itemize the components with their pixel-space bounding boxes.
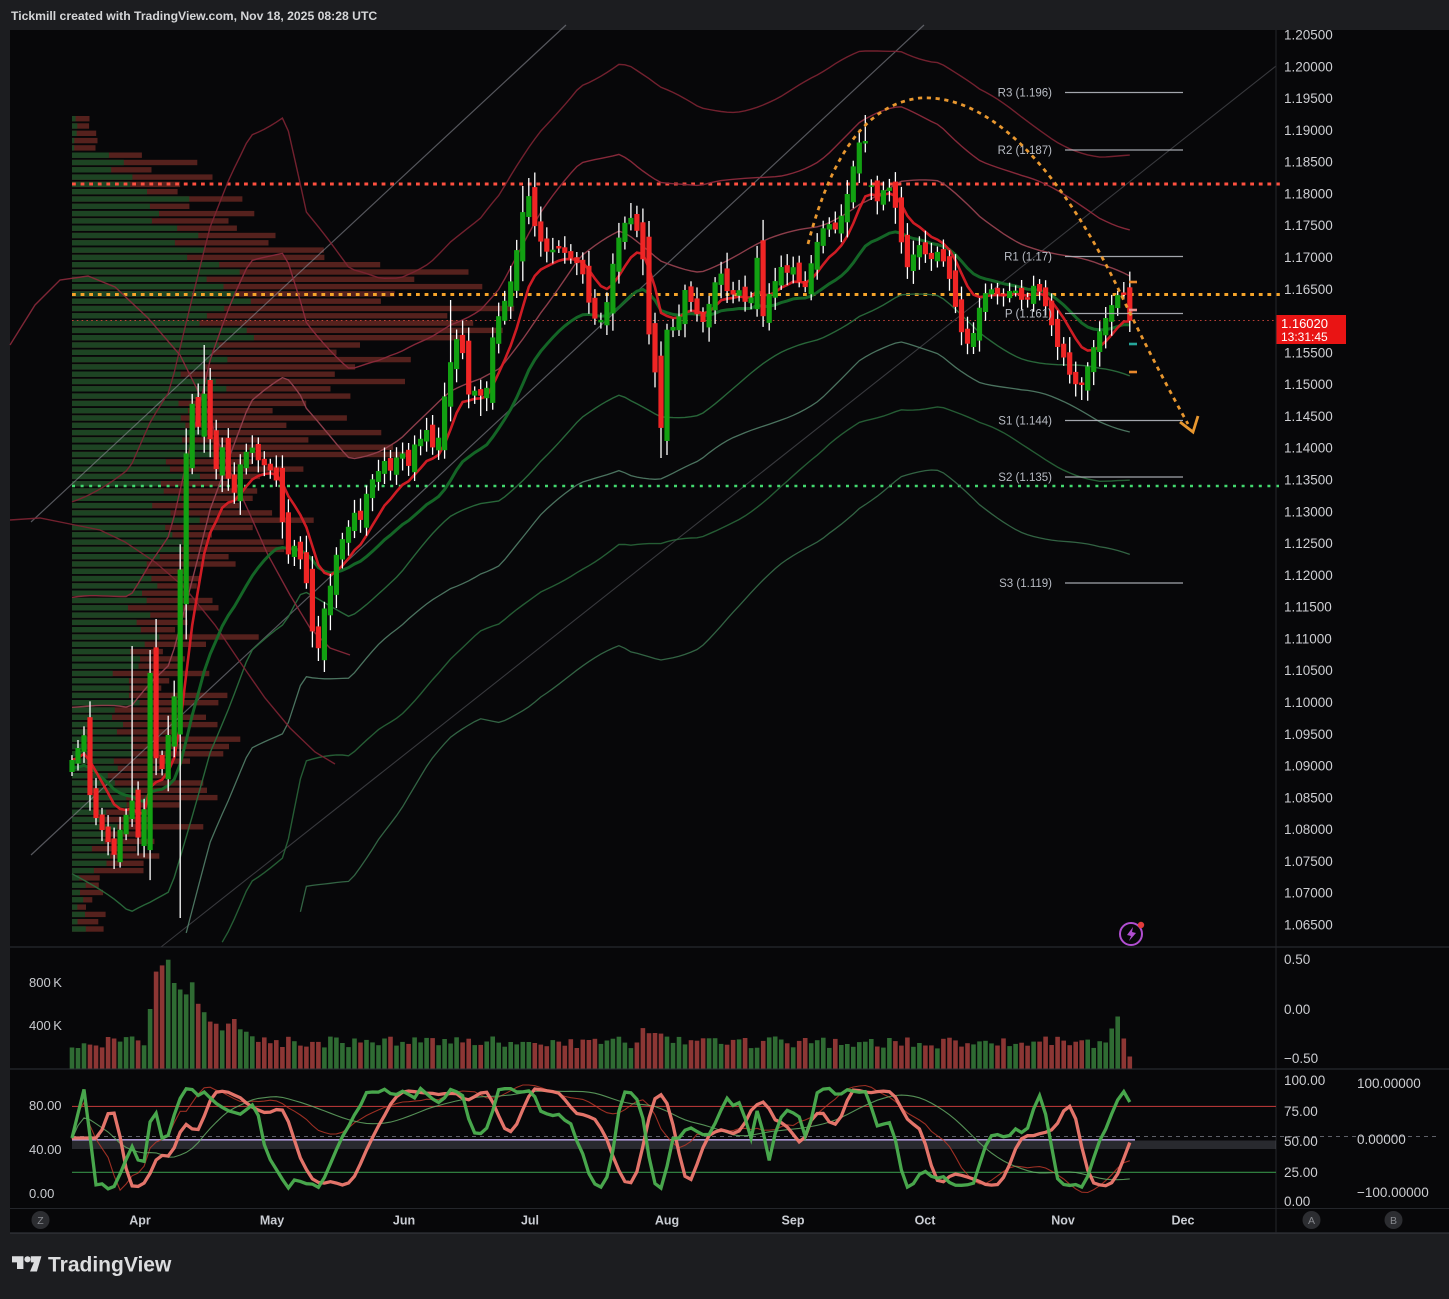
svg-text:1.15000: 1.15000 <box>1284 377 1333 392</box>
svg-text:S2 (1.135): S2 (1.135) <box>998 472 1052 484</box>
svg-text:−100.00000: −100.00000 <box>1357 1185 1429 1200</box>
svg-text:1.18500: 1.18500 <box>1284 155 1333 170</box>
svg-text:1.08500: 1.08500 <box>1284 790 1333 805</box>
svg-text:R3 (1.196): R3 (1.196) <box>998 88 1053 100</box>
svg-text:1.15500: 1.15500 <box>1284 345 1333 360</box>
svg-text:1.07000: 1.07000 <box>1284 886 1333 901</box>
svg-text:1.13000: 1.13000 <box>1284 504 1333 519</box>
svg-text:Tickmill created with TradingV: Tickmill created with TradingView.com, N… <box>11 9 377 23</box>
svg-text:S3 (1.119): S3 (1.119) <box>999 578 1052 590</box>
svg-text:1.12500: 1.12500 <box>1284 536 1333 551</box>
svg-text:R2 (1.187): R2 (1.187) <box>998 145 1053 157</box>
svg-text:TradingView: TradingView <box>48 1254 172 1277</box>
svg-text:1.10000: 1.10000 <box>1284 695 1333 710</box>
svg-text:1.18000: 1.18000 <box>1284 186 1333 201</box>
svg-text:1.07500: 1.07500 <box>1284 854 1333 869</box>
svg-text:50.00: 50.00 <box>1284 1134 1318 1149</box>
svg-text:1.11500: 1.11500 <box>1284 600 1332 615</box>
svg-text:1.16020: 1.16020 <box>1281 316 1328 331</box>
svg-text:Z: Z <box>37 1215 44 1227</box>
svg-text:A: A <box>1308 1215 1315 1227</box>
svg-text:25.00: 25.00 <box>1284 1165 1318 1180</box>
svg-text:P (1.161): P (1.161) <box>1005 309 1052 321</box>
svg-text:1.09500: 1.09500 <box>1284 727 1333 742</box>
svg-text:400 K: 400 K <box>29 1018 62 1033</box>
svg-text:1.10500: 1.10500 <box>1284 663 1333 678</box>
svg-text:Aug: Aug <box>655 1214 679 1228</box>
svg-text:1.13500: 1.13500 <box>1284 473 1333 488</box>
svg-text:1.14500: 1.14500 <box>1284 409 1333 424</box>
svg-text:80.00: 80.00 <box>29 1098 62 1113</box>
svg-text:0.50: 0.50 <box>1284 952 1310 967</box>
svg-text:0.00: 0.00 <box>1284 1194 1310 1209</box>
svg-text:0.00: 0.00 <box>1284 1002 1310 1017</box>
svg-text:1.16500: 1.16500 <box>1284 282 1333 297</box>
svg-text:40.00: 40.00 <box>29 1142 62 1157</box>
svg-text:1.14000: 1.14000 <box>1284 441 1333 456</box>
svg-text:May: May <box>260 1214 284 1228</box>
svg-text:Apr: Apr <box>129 1214 151 1228</box>
svg-text:Jun: Jun <box>393 1214 415 1228</box>
svg-text:1.17500: 1.17500 <box>1284 218 1333 233</box>
svg-text:Sep: Sep <box>782 1214 805 1228</box>
svg-text:0.00: 0.00 <box>29 1186 54 1201</box>
svg-text:1.17000: 1.17000 <box>1284 250 1333 265</box>
svg-text:1.19500: 1.19500 <box>1284 91 1333 106</box>
svg-text:13:31:45: 13:31:45 <box>1281 330 1328 344</box>
svg-text:1.08000: 1.08000 <box>1284 822 1333 837</box>
svg-text:Jul: Jul <box>521 1214 539 1228</box>
svg-text:1.09000: 1.09000 <box>1284 759 1333 774</box>
svg-text:100.00000: 100.00000 <box>1357 1076 1421 1091</box>
svg-text:−0.50: −0.50 <box>1284 1051 1318 1066</box>
svg-text:Nov: Nov <box>1051 1214 1075 1228</box>
svg-text:1.20500: 1.20500 <box>1284 28 1333 43</box>
svg-text:800 K: 800 K <box>29 975 62 990</box>
svg-text:1.11000: 1.11000 <box>1284 631 1332 646</box>
svg-text:Dec: Dec <box>1172 1214 1195 1228</box>
svg-text:B: B <box>1390 1215 1397 1227</box>
svg-text:1.20000: 1.20000 <box>1284 59 1333 74</box>
svg-text:0.00000: 0.00000 <box>1357 1132 1406 1147</box>
svg-text:Oct: Oct <box>915 1214 937 1228</box>
svg-text:1.12000: 1.12000 <box>1284 568 1333 583</box>
svg-text:75.00: 75.00 <box>1284 1104 1318 1119</box>
svg-text:1.19000: 1.19000 <box>1284 123 1333 138</box>
svg-text:100.00: 100.00 <box>1284 1073 1325 1088</box>
svg-text:R1 (1.17): R1 (1.17) <box>1004 252 1052 264</box>
svg-text:S1 (1.144): S1 (1.144) <box>998 416 1052 428</box>
svg-text:1.06500: 1.06500 <box>1284 918 1333 933</box>
